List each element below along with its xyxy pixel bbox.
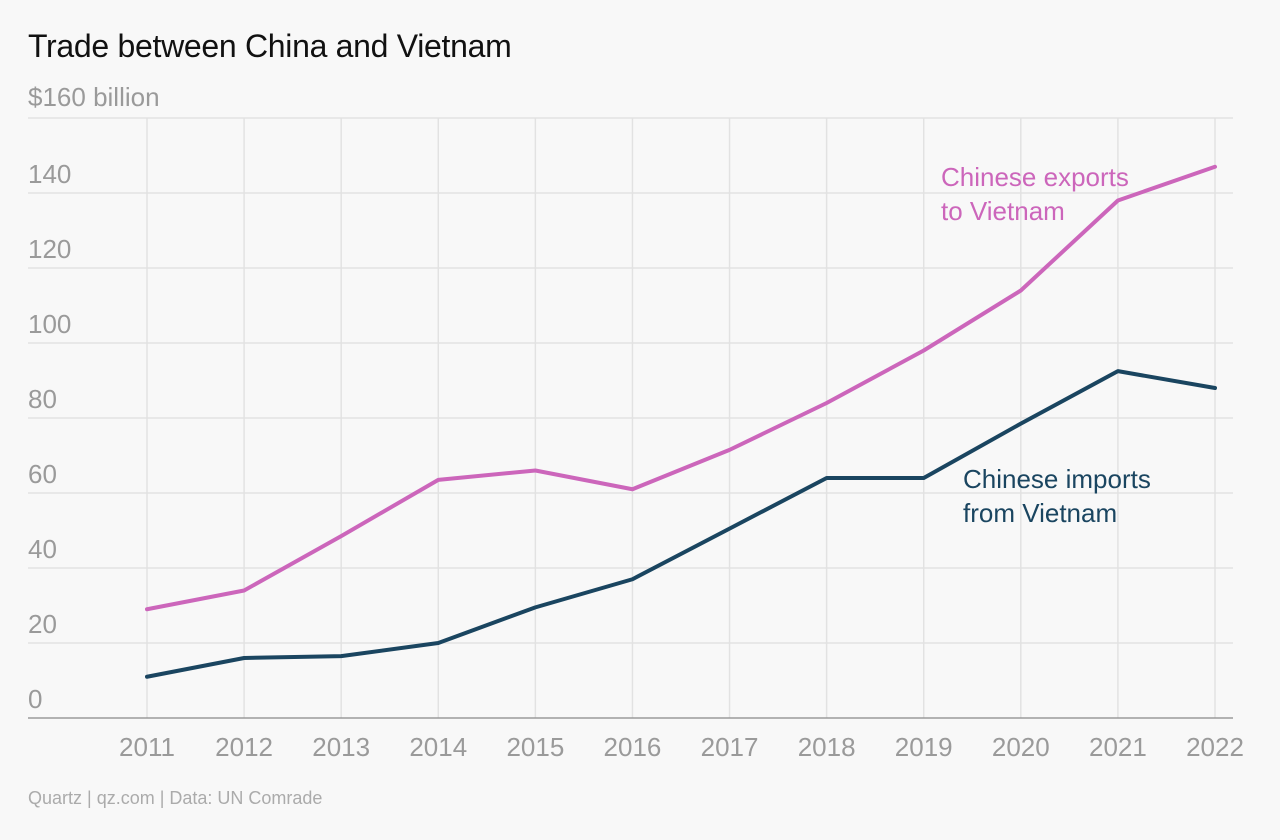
series-labels: Chinese exports to Vietnam Chinese imports… (941, 162, 1151, 528)
x-tick-label: 2020 (992, 732, 1050, 762)
series-layer (145, 164, 1217, 679)
exports-series-line (145, 164, 1217, 612)
x-tick-labels: 2011 2012 2013 2014 2015 2016 2017 2018 2019 2020… (119, 732, 1244, 762)
x-tick-label: 2017 (701, 732, 759, 762)
x-tick-label: 2014 (409, 732, 467, 762)
x-tick-label: 2013 (312, 732, 370, 762)
y-tick-label: 80 (28, 384, 57, 414)
y-tick-label: 40 (28, 534, 57, 564)
y-tick-label: 120 (28, 234, 71, 264)
y-tick-labels: 0 20 40 60 80 100 120 140 (28, 159, 71, 714)
y-tick-label: 0 (28, 684, 42, 714)
x-tick-label: 2022 (1186, 732, 1244, 762)
grid-layer (28, 117, 1233, 719)
y-tick-label: 60 (28, 459, 57, 489)
x-tick-label: 2019 (895, 732, 953, 762)
y-tick-label: 20 (28, 609, 57, 639)
y-axis-unit-label: $160 billion (28, 82, 160, 112)
x-tick-label: 2015 (506, 732, 564, 762)
x-tick-label: 2011 (119, 732, 175, 762)
source-footer: Quartz | qz.com | Data: UN Comrade (28, 788, 323, 808)
imports-series-label: Chinese imports from Vietnam (963, 464, 1151, 528)
y-tick-label: 140 (28, 159, 71, 189)
x-tick-label: 2016 (604, 732, 662, 762)
chart-title: Trade between China and Vietnam (28, 28, 512, 64)
x-tick-label: 2021 (1089, 732, 1147, 762)
imports-series-line (145, 369, 1217, 679)
y-tick-label: 100 (28, 309, 71, 339)
x-tick-label: 2018 (798, 732, 856, 762)
exports-series-label: Chinese exports to Vietnam (941, 162, 1129, 226)
x-tick-label: 2012 (215, 732, 273, 762)
